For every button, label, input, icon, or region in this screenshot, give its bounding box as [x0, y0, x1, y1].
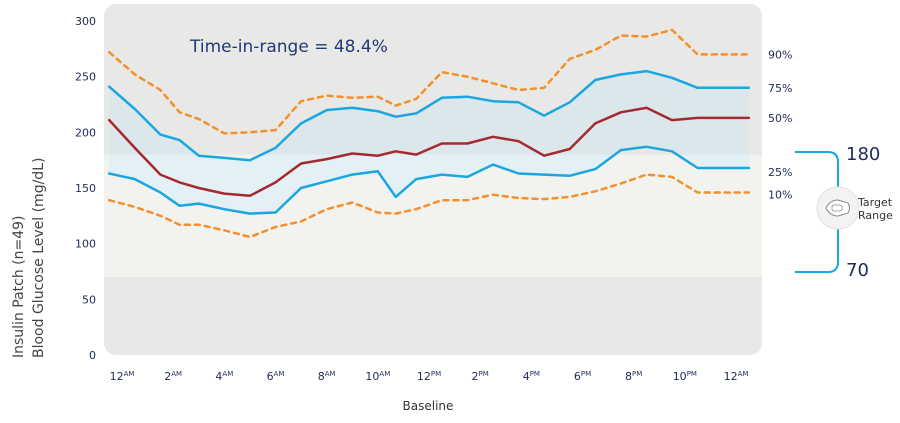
- x-tick-label: 12AM: [724, 370, 749, 383]
- series-line-50pct: [107, 106, 751, 198]
- y-axis-label-line2: Blood Glucose Level (mg/dL): [31, 158, 47, 358]
- x-tick-labels: 12AM 2AM 4AM 6AM 8AM 10AM 12PM 2PM 4PM 6PM 8PM 10PM…: [110, 370, 749, 383]
- target-label-line1: Target: [857, 196, 893, 209]
- insulin-patch-icon: [825, 199, 850, 217]
- x-tick-label: 10PM: [673, 370, 697, 383]
- series-line-25pct: [107, 145, 751, 215]
- x-tick-label: 12PM: [417, 370, 441, 383]
- x-tick-label: 4AM: [215, 370, 233, 383]
- target-range-bracket: 180 70 Target Range: [795, 144, 893, 281]
- bracket-upper-line: [795, 151, 839, 190]
- iqr-band-in-target: [109, 154, 749, 214]
- target-low-label: 70: [846, 260, 869, 281]
- x-tick-label: 10AM: [365, 370, 390, 383]
- series-line-90pct: [107, 28, 751, 135]
- y-tick-label: 50: [82, 293, 96, 306]
- y-tick-label: 200: [75, 126, 96, 139]
- y-tick-label: 0: [89, 349, 96, 362]
- percentile-label-90pct: 90%: [768, 48, 792, 61]
- bracket-lower-line: [795, 226, 839, 273]
- x-axis-label: Baseline: [403, 399, 454, 413]
- percentile-label-50pct: 50%: [768, 112, 792, 125]
- x-tick-label: 2PM: [472, 370, 489, 383]
- y-tick-label: 250: [75, 71, 96, 84]
- x-tick-label: 8AM: [318, 370, 336, 383]
- series-layer: [107, 28, 751, 239]
- percentile-labels: 90% 75% 50% 25% 10%: [768, 48, 792, 201]
- percentile-label-25pct: 25%: [768, 166, 792, 179]
- percentile-label-10pct: 10%: [768, 188, 792, 201]
- series-line-10pct: [107, 173, 751, 239]
- x-tick-label: 8PM: [625, 370, 642, 383]
- y-tick-label: 100: [75, 238, 96, 251]
- percentile-label-75pct: 75%: [768, 82, 792, 95]
- x-tick-label: 2AM: [164, 370, 182, 383]
- y-axis-label-line1: Insulin Patch (n=49): [11, 215, 27, 358]
- series-line-75pct: [107, 69, 751, 162]
- target-high-label: 180: [846, 144, 880, 165]
- chart-title: Time-in-range = 48.4%: [189, 37, 388, 57]
- plot-area: [104, 4, 762, 355]
- y-tick-label: 300: [75, 15, 96, 28]
- x-tick-label: 12AM: [110, 370, 135, 383]
- target-label-line2: Range: [858, 209, 893, 222]
- x-tick-label: 6AM: [267, 370, 285, 383]
- x-tick-label: 6PM: [574, 370, 591, 383]
- y-tick-labels: 0 50 100 150 200 250 300: [75, 15, 96, 362]
- y-tick-label: 150: [75, 182, 96, 195]
- x-tick-label: 4PM: [523, 370, 540, 383]
